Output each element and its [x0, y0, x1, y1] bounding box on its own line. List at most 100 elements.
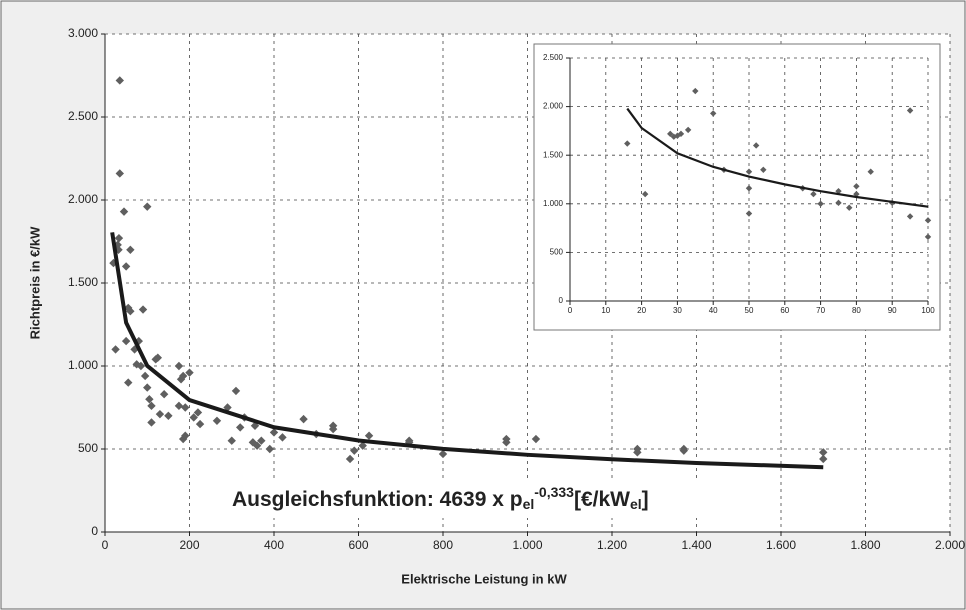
y-tick-label: 1.000 [543, 199, 564, 208]
annotation-part: [€/kW [574, 488, 630, 511]
data-point [138, 305, 148, 314]
data-point [438, 449, 448, 459]
x-tick-label: 100 [921, 306, 935, 315]
data-point [189, 413, 198, 422]
data-point [924, 217, 932, 224]
y-tick-label: 2.000 [543, 102, 564, 111]
data-point [145, 395, 154, 404]
y-tick-label: 0 [559, 296, 564, 305]
data-point [817, 200, 824, 207]
y-tick-label: 1.500 [543, 150, 564, 159]
x-tick-label: 60 [780, 306, 789, 315]
x-tick-label: 1.800 [850, 538, 880, 552]
data-point [853, 190, 860, 198]
data-point [193, 408, 203, 417]
x-tick-label: 20 [637, 306, 646, 315]
data-point [121, 262, 131, 271]
fit-curve [626, 107, 929, 208]
data-point [115, 169, 124, 178]
y-tick-label: 2.500 [68, 109, 98, 123]
data-point [140, 371, 150, 381]
y-tick-label: 3.000 [68, 26, 98, 40]
data-point [111, 345, 120, 354]
annotation-part: el [523, 496, 535, 512]
x-axis-label: Elektrische Leistung in kW [401, 571, 567, 586]
data-point [236, 423, 245, 432]
data-point [867, 168, 874, 175]
data-point [710, 110, 717, 117]
x-tick-label: 400 [264, 538, 284, 552]
data-point [745, 185, 753, 192]
y-tick-label: 0 [91, 524, 98, 538]
y-tick-label: 1.500 [68, 275, 98, 289]
data-point [350, 446, 359, 455]
annotation-box [222, 480, 752, 518]
data-point [195, 419, 205, 429]
data-point [132, 360, 141, 369]
data-point [358, 441, 367, 450]
data-point [174, 361, 184, 371]
data-point [924, 233, 932, 241]
data-point [633, 448, 642, 457]
data-point [155, 409, 165, 419]
data-point [667, 130, 674, 138]
annotation-part: -0,333 [534, 484, 574, 500]
data-point [278, 433, 287, 442]
data-point [641, 190, 649, 198]
data-point [143, 202, 152, 211]
data-point [810, 190, 817, 198]
x-tick-label: 40 [709, 306, 718, 315]
data-point [299, 414, 308, 424]
data-point [147, 401, 156, 411]
data-point [677, 130, 685, 138]
data-point [692, 87, 699, 95]
annotation-part: Ausgleichsfunktion: 4639 x p [232, 488, 523, 511]
data-point [159, 390, 169, 399]
data-point [819, 454, 828, 464]
data-point [181, 403, 190, 412]
y-tick-label: 2.500 [543, 53, 564, 62]
data-point [181, 431, 190, 440]
x-tick-label: 800 [433, 538, 453, 552]
data-point [679, 446, 689, 455]
data-point [126, 307, 135, 316]
data-point [227, 436, 236, 445]
data-point [745, 210, 753, 217]
y-tick-label: 2.000 [68, 192, 98, 206]
data-point [752, 142, 760, 149]
y-tick-label: 1.000 [68, 358, 98, 372]
data-point [115, 76, 124, 85]
data-point [364, 431, 374, 440]
data-point [670, 133, 678, 140]
data-point [114, 233, 124, 243]
data-point [119, 207, 129, 216]
x-tick-label: 2.000 [935, 538, 965, 552]
data-point [265, 444, 274, 454]
data-point [124, 378, 133, 387]
x-tick-label: 1.600 [766, 538, 796, 552]
x-tick-label: 90 [888, 306, 897, 315]
data-point [136, 361, 146, 371]
data-point [745, 168, 753, 175]
x-tick-label: 30 [673, 306, 682, 315]
x-tick-label: 200 [179, 538, 199, 552]
data-point [178, 371, 188, 381]
data-point [502, 438, 511, 447]
x-tick-label: 70 [816, 306, 825, 315]
data-point [174, 401, 184, 411]
x-tick-label: 80 [852, 306, 861, 315]
data-point [684, 126, 692, 134]
data-point [846, 204, 853, 211]
data-point [328, 424, 338, 434]
data-point [185, 368, 194, 377]
x-tick-label: 10 [601, 306, 610, 315]
x-tick-label: 1.400 [681, 538, 711, 552]
data-point [853, 183, 860, 190]
data-point [531, 434, 541, 444]
data-point [164, 411, 173, 420]
data-point [121, 336, 131, 346]
y-axis-label: Richtpreis in €/kW [27, 226, 42, 339]
annotation: Ausgleichsfunktion: 4639 x pel-0,333[€/k… [232, 484, 649, 512]
data-point [153, 353, 163, 362]
